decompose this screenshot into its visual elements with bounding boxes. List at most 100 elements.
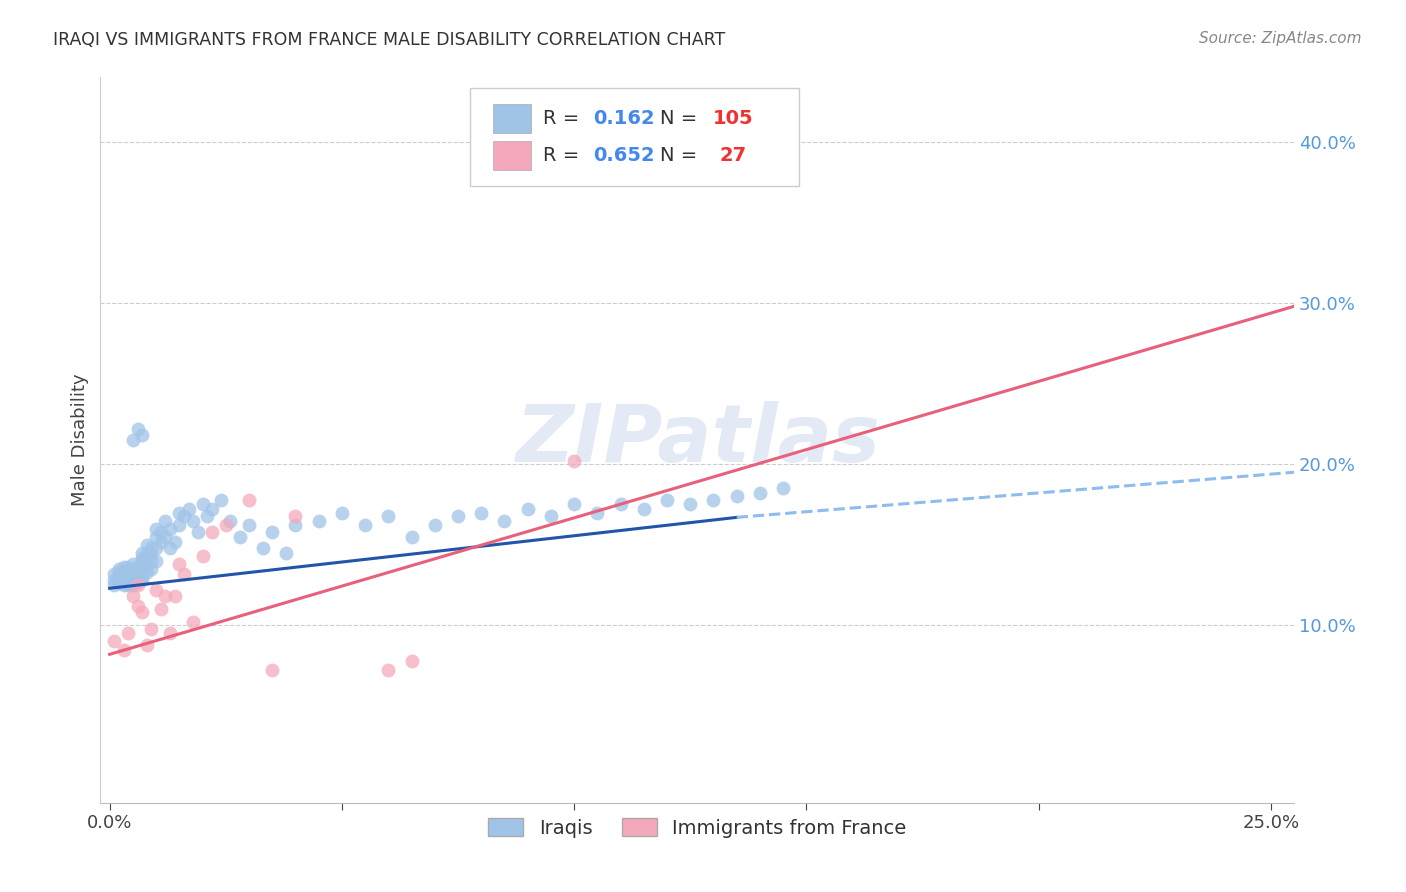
Point — [121, 565, 143, 579]
Text: IRAQI VS IMMIGRANTS FROM FRANCE MALE DISABILITY CORRELATION CHART: IRAQI VS IMMIGRANTS FROM FRANCE MALE DIS… — [53, 31, 725, 49]
Point — [209, 492, 232, 507]
Point — [121, 572, 143, 586]
Point — [131, 560, 153, 574]
Point — [447, 508, 470, 523]
Legend: Iraqis, Immigrants from France: Iraqis, Immigrants from France — [478, 808, 917, 847]
Point — [131, 573, 153, 587]
Point — [117, 568, 139, 582]
Point — [252, 541, 274, 555]
Point — [121, 590, 143, 604]
Point — [112, 578, 135, 592]
Point — [308, 514, 330, 528]
Point — [284, 508, 307, 523]
Point — [127, 566, 149, 581]
Point — [159, 541, 181, 555]
Text: 0.162: 0.162 — [593, 110, 655, 128]
Point — [655, 492, 678, 507]
Point — [127, 570, 149, 584]
Point — [108, 576, 131, 591]
Point — [702, 492, 724, 507]
Point — [145, 522, 167, 536]
Point — [748, 486, 770, 500]
Point — [121, 433, 143, 447]
Point — [135, 638, 157, 652]
Point — [145, 530, 167, 544]
Point — [173, 508, 195, 523]
Point — [117, 570, 139, 584]
Point — [540, 508, 562, 523]
Point — [135, 538, 157, 552]
Point — [141, 554, 163, 568]
Point — [159, 626, 181, 640]
Point — [155, 514, 177, 528]
Point — [121, 578, 143, 592]
Point — [112, 572, 135, 586]
Point — [169, 557, 191, 571]
Point — [177, 502, 200, 516]
Point — [609, 498, 631, 512]
Point — [655, 115, 678, 129]
Point — [562, 454, 585, 468]
Point — [145, 582, 167, 597]
Point — [127, 564, 149, 578]
Point — [262, 664, 284, 678]
Point — [108, 566, 131, 581]
Point — [112, 568, 135, 582]
Point — [117, 565, 139, 579]
Point — [103, 578, 125, 592]
Point — [108, 562, 131, 576]
Point — [201, 524, 224, 539]
Point — [103, 566, 125, 581]
Point — [112, 566, 135, 581]
Point — [135, 565, 157, 579]
Point — [108, 573, 131, 587]
Point — [112, 560, 135, 574]
Point — [131, 570, 153, 584]
Point — [135, 550, 157, 565]
Point — [377, 664, 399, 678]
Point — [145, 554, 167, 568]
Y-axis label: Male Disability: Male Disability — [72, 374, 89, 507]
Point — [103, 634, 125, 648]
Point — [169, 518, 191, 533]
Point — [121, 557, 143, 571]
Point — [633, 502, 655, 516]
Point — [117, 578, 139, 592]
Point — [141, 562, 163, 576]
Point — [181, 615, 204, 629]
Point — [112, 574, 135, 589]
Point — [141, 546, 163, 560]
Point — [516, 502, 538, 516]
Point — [121, 574, 143, 589]
Point — [108, 565, 131, 579]
Point — [117, 560, 139, 574]
Point — [149, 602, 172, 616]
Point — [187, 524, 209, 539]
Point — [163, 590, 186, 604]
Text: N =: N = — [661, 110, 704, 128]
Point — [131, 606, 153, 620]
Point — [163, 534, 186, 549]
Point — [112, 564, 135, 578]
Point — [117, 573, 139, 587]
Point — [112, 642, 135, 657]
Point — [149, 524, 172, 539]
Point — [131, 550, 153, 565]
Point — [117, 626, 139, 640]
Text: N =: N = — [661, 145, 704, 164]
Point — [219, 514, 242, 528]
Point — [238, 492, 260, 507]
Point — [121, 570, 143, 584]
Point — [108, 572, 131, 586]
Point — [155, 590, 177, 604]
Point — [103, 573, 125, 587]
Text: 27: 27 — [720, 145, 747, 164]
Point — [108, 570, 131, 584]
Text: ZIPatlas: ZIPatlas — [515, 401, 880, 479]
Point — [195, 508, 218, 523]
Point — [149, 534, 172, 549]
Point — [423, 518, 446, 533]
FancyBboxPatch shape — [494, 141, 531, 169]
Point — [131, 554, 153, 568]
Point — [228, 530, 250, 544]
